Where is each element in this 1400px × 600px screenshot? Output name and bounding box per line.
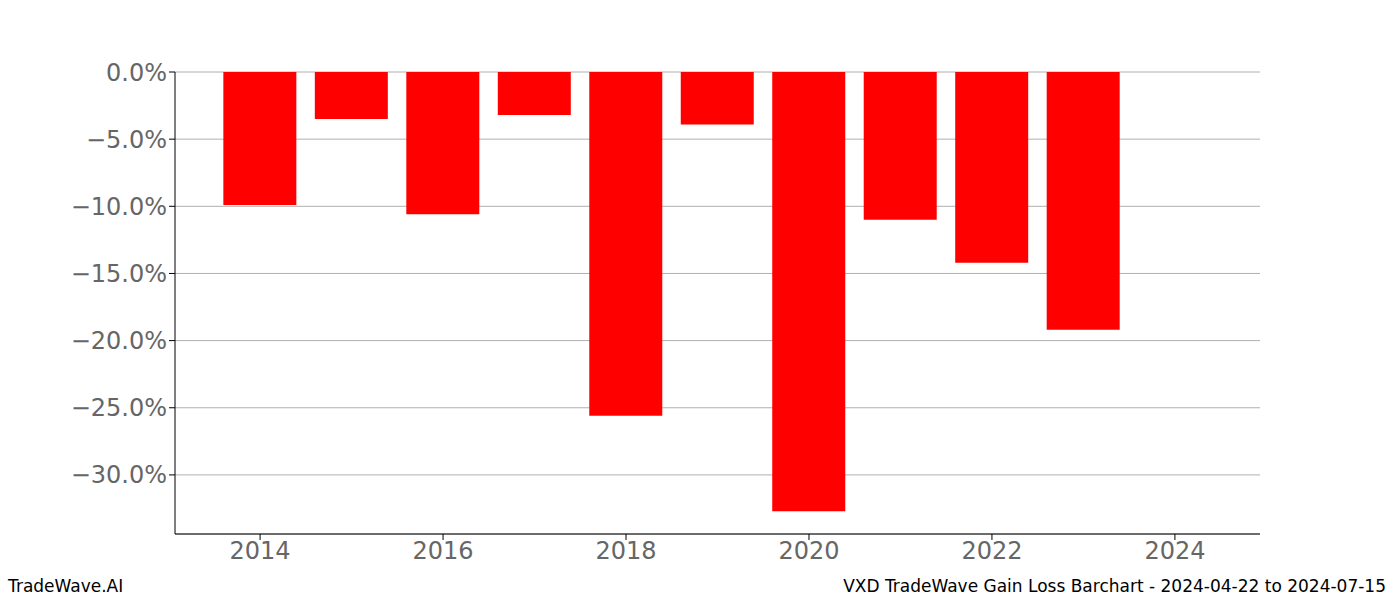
svg-text:2018: 2018 xyxy=(595,537,656,565)
svg-text:2016: 2016 xyxy=(413,537,474,565)
html-text:VXD TradeWave Gain Loss Barcha: VXD TradeWave Gain Loss Barchart - 2024-… xyxy=(843,576,1386,596)
svg-text:2014: 2014 xyxy=(230,537,291,565)
svg-text:−5.0%: −5.0% xyxy=(86,126,167,154)
svg-text:0.0%: 0.0% xyxy=(106,59,167,87)
svg-text:−10.0%: −10.0% xyxy=(71,193,167,221)
svg-text:−15.0%: −15.0% xyxy=(71,260,167,288)
svg-text:−20.0%: −20.0% xyxy=(71,327,167,355)
svg-text:−30.0%: −30.0% xyxy=(71,461,167,489)
svg-text:−25.0%: −25.0% xyxy=(71,394,167,422)
html-text:TradeWave.AI: TradeWave.AI xyxy=(8,576,124,596)
svg-text:2024: 2024 xyxy=(1144,537,1205,565)
svg-text:2022: 2022 xyxy=(961,537,1022,565)
svg-text:2020: 2020 xyxy=(778,537,839,565)
